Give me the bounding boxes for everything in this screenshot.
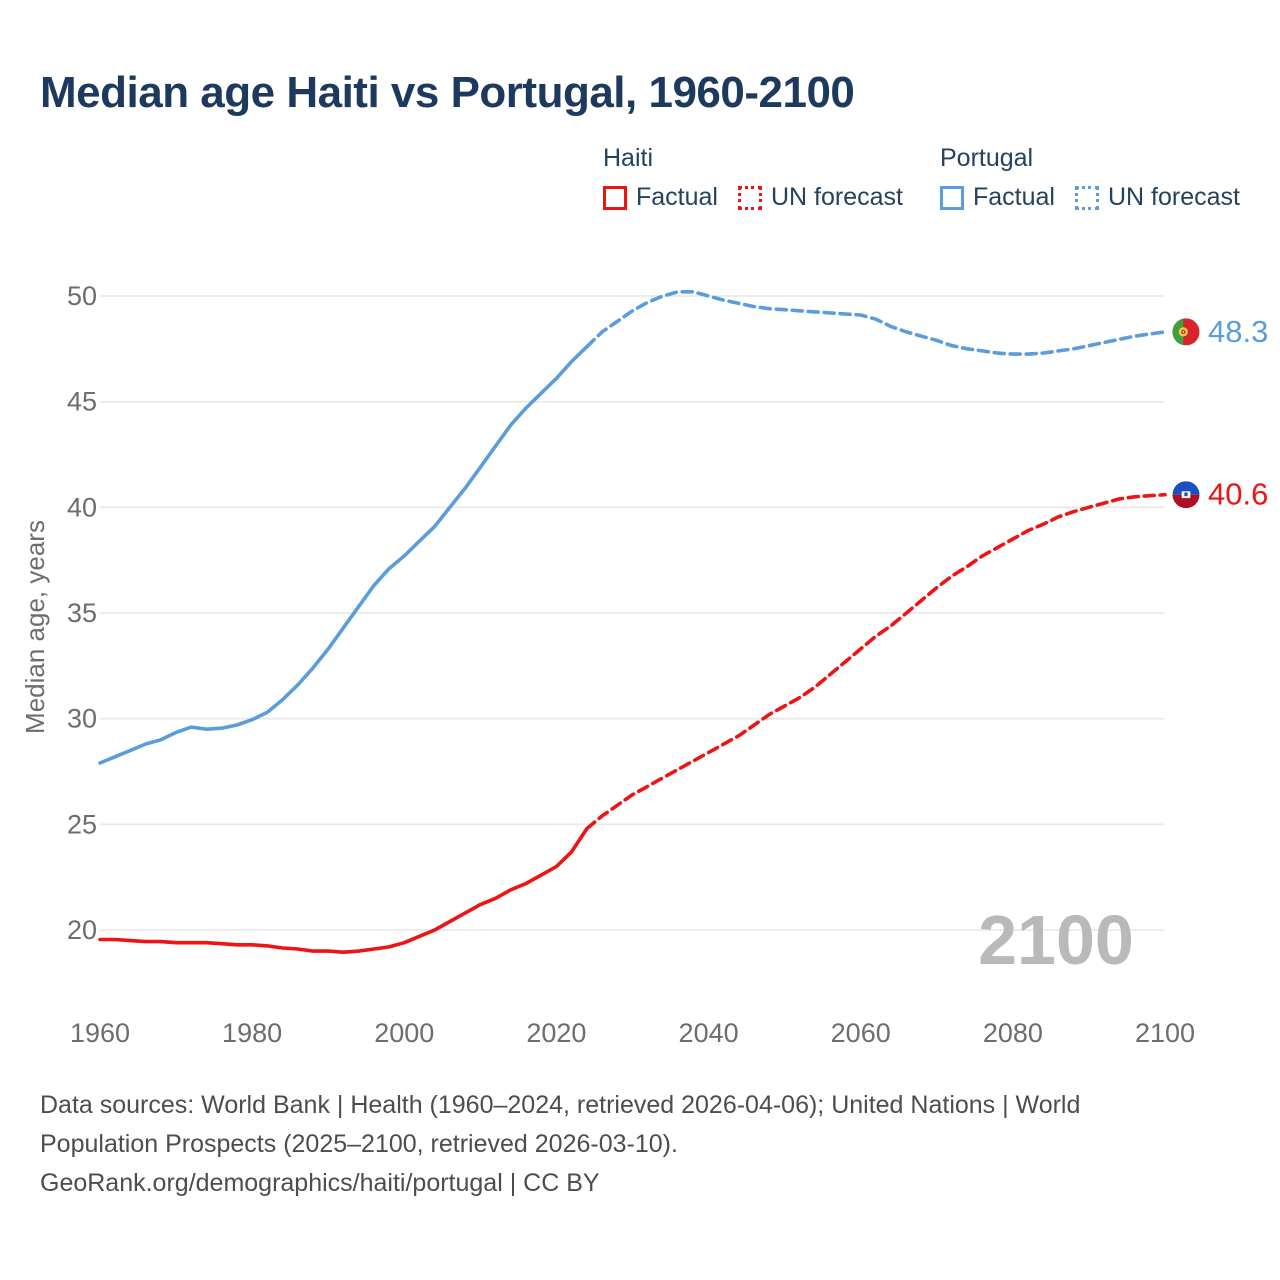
legend-group-haiti: Haiti Factual UN forecast <box>603 144 923 212</box>
y-tick-label: 50 <box>67 281 97 311</box>
x-tick-label: 2000 <box>374 1018 434 1048</box>
legend-group-name: Portugal <box>940 144 1034 172</box>
x-tick-label: 2020 <box>526 1018 586 1048</box>
legend-label: UN forecast <box>1107 183 1240 211</box>
footer-line: Data sources: World Bank | Health (1960–… <box>40 1091 1081 1119</box>
x-tick-label: 1980 <box>222 1018 282 1048</box>
legend-label: Factual <box>973 183 1055 211</box>
legend-row: Factual UN forecast <box>940 183 1260 212</box>
portugal-factual-line <box>98 344 589 765</box>
y-tick-label: 35 <box>67 598 97 628</box>
y-axis-title: Median age, years <box>20 520 50 734</box>
legend-group-portugal: Portugal Factual UN forecast <box>940 144 1260 212</box>
portugal-factual-swatch-icon <box>940 185 964 210</box>
legend: Haiti Factual UN forecast Portugal Factu… <box>0 0 1280 230</box>
legend-row: Factual UN forecast <box>603 183 923 212</box>
legend-label: Factual <box>636 183 718 211</box>
haiti-un-forecast-line <box>585 492 1167 831</box>
y-tick-label: 20 <box>67 915 97 945</box>
y-tick-label: 25 <box>67 809 97 839</box>
haiti-forecast-swatch-icon <box>737 185 762 210</box>
x-tick-label: 1960 <box>70 1018 130 1048</box>
page-title: Median age Haiti vs Portugal, 1960-2100 <box>40 68 855 117</box>
y-tick-label: 40 <box>67 492 97 522</box>
legend-label: UN forecast <box>770 183 903 211</box>
portugal-flag-icon <box>1172 318 1200 346</box>
legend-group-name: Haiti <box>603 144 654 172</box>
y-tick-label: 30 <box>67 704 97 734</box>
x-tick-label: 2080 <box>983 1018 1043 1048</box>
haiti-factual-line <box>98 826 589 954</box>
portugal-forecast-swatch-icon <box>1074 185 1099 210</box>
x-tick-label: 2100 <box>1135 1018 1195 1048</box>
portugal-un-forecast-line <box>585 290 1167 356</box>
y-tick-label: 45 <box>67 387 97 417</box>
haiti-factual-swatch-icon <box>603 185 627 210</box>
portugal-end-value: 48.3 <box>1208 314 1268 349</box>
data-sources-footer: Data sources: World Bank | Health (1960–… <box>40 1086 1080 1203</box>
haiti-flag-icon <box>1172 481 1200 509</box>
x-tick-label: 2060 <box>831 1018 891 1048</box>
x-tick-label: 2040 <box>679 1018 739 1048</box>
footer-line: Population Prospects (2025–2100, retriev… <box>40 1130 678 1158</box>
footer-line: GeoRank.org/demographics/haiti/portugal … <box>40 1169 600 1197</box>
watermark-year: 2100 <box>978 901 1134 979</box>
haiti-end-value: 40.6 <box>1208 477 1268 512</box>
